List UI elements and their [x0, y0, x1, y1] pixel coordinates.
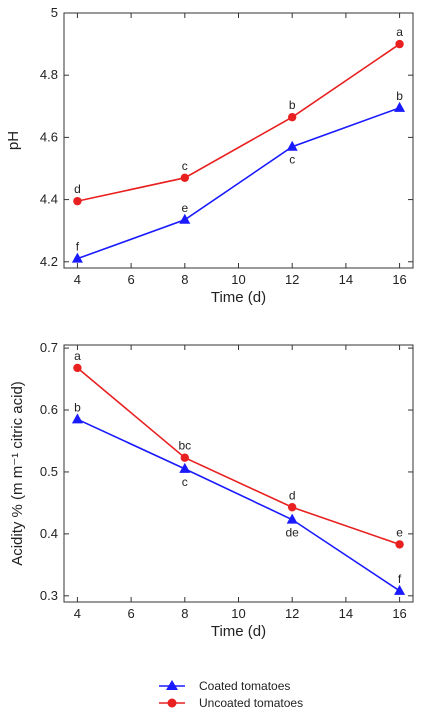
data-point-triangle — [179, 462, 191, 473]
x-tick-label: 8 — [181, 606, 188, 621]
x-tick-label: 16 — [392, 272, 406, 287]
x-tick-label: 6 — [127, 272, 134, 287]
x-tick-label: 14 — [339, 272, 353, 287]
plot-frame — [63, 344, 414, 603]
data-point-circle — [287, 503, 297, 512]
y-tick-label: 4.2 — [40, 254, 58, 269]
x-tick-label: 10 — [231, 606, 245, 621]
data-label: f — [76, 240, 80, 254]
plot-frame — [63, 12, 414, 269]
data-point-circle — [395, 39, 404, 49]
data-label: bc — [178, 439, 191, 453]
legend: Coated tomatoes Uncoated tomatoes — [159, 679, 303, 710]
acidity-chart: 4 6 8 10 12 14 16 0.3 0.4 0.5 0.6 0.7 Time (d) Acidit… — [9, 340, 414, 640]
x-tick-label: 4 — [74, 272, 81, 287]
y-tick-label: 4.4 — [40, 192, 58, 207]
data-label: c — [182, 475, 188, 489]
legend-label-coated: Coated tomatoes — [199, 679, 290, 693]
x-tick-label: 14 — [339, 606, 353, 621]
series-line-1 — [76, 367, 400, 546]
data-label: a — [396, 25, 403, 39]
data-point-circle — [180, 173, 190, 183]
data-label: d — [74, 182, 81, 196]
data-point-triangle — [394, 584, 406, 595]
data-point-triangle — [179, 213, 191, 224]
data-label: a — [74, 349, 81, 363]
y-tick-label: 5 — [51, 5, 58, 20]
data-label: b — [396, 89, 403, 103]
x-tick-label: 16 — [392, 606, 406, 621]
data-point-triangle — [286, 513, 298, 524]
data-point-circle — [73, 196, 82, 206]
y-tick-label: 4.6 — [40, 129, 58, 144]
y-tick-label: 0.3 — [40, 588, 58, 603]
data-point-triangle — [394, 101, 406, 112]
series-line-1 — [77, 43, 401, 202]
x-axis-label: Time (d) — [211, 289, 266, 306]
y-axis-label: pH — [5, 131, 22, 150]
y-tick-label: 0.6 — [40, 402, 58, 417]
data-point-circle — [395, 540, 404, 549]
data-label: d — [289, 488, 296, 502]
x-tick-label: 12 — [285, 272, 299, 287]
data-label: e — [396, 525, 403, 539]
x-tick-label: 10 — [231, 272, 245, 287]
ph-chart: 4 6 8 10 12 14 16 4.2 4.4 4.6 4.8 5 Time (d) pH f e c b d c… — [5, 5, 414, 306]
y-axis-label: Acidity % (m m⁻¹ citric acid) — [9, 381, 26, 566]
x-tick-label: 12 — [285, 606, 299, 621]
data-point-circle — [73, 363, 82, 373]
legend-marker-uncoated — [167, 698, 177, 708]
data-label: e — [181, 201, 188, 215]
data-label: c — [182, 159, 188, 173]
data-label: de — [286, 526, 300, 540]
data-label: b — [74, 400, 81, 414]
data-label: c — [289, 153, 295, 167]
x-tick-label: 4 — [74, 606, 81, 621]
data-label: b — [289, 98, 296, 112]
x-tick-label: 6 — [127, 606, 134, 621]
data-label: f — [398, 572, 402, 586]
data-point-triangle — [71, 252, 83, 263]
legend-marker-coated — [166, 680, 178, 690]
x-tick-label: 8 — [181, 272, 188, 287]
data-point-triangle — [71, 413, 83, 424]
data-point-triangle — [286, 140, 298, 151]
data-point-circle — [180, 453, 190, 462]
y-tick-label: 0.4 — [40, 526, 58, 541]
legend-label-uncoated: Uncoated tomatoes — [199, 696, 303, 710]
series-line-0 — [77, 418, 401, 592]
y-tick-label: 0.5 — [40, 464, 58, 479]
series-line-0 — [77, 107, 400, 260]
data-point-circle — [287, 112, 297, 122]
y-tick-label: 0.7 — [40, 340, 58, 355]
y-tick-label: 4.8 — [40, 67, 58, 82]
x-axis-label: Time (d) — [211, 623, 266, 640]
